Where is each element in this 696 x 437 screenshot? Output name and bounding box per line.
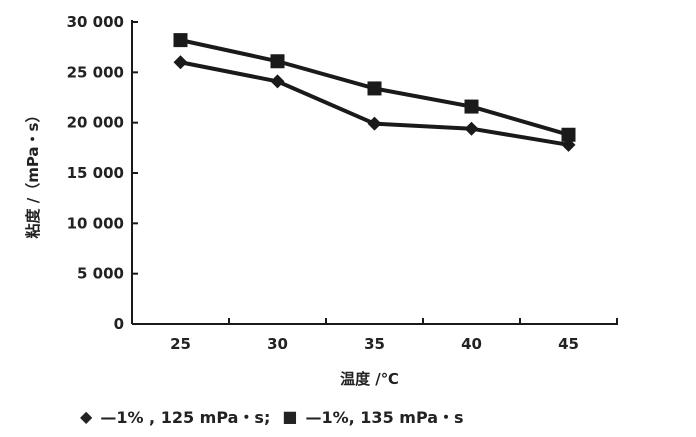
y-tick-label: 25 000: [67, 63, 124, 81]
data-point-diamond: [367, 116, 382, 131]
y-axis-label: 粘度 /（mPa・s）: [24, 108, 42, 239]
legend-item-2: —1%, 135 mPa・s: [305, 408, 464, 427]
y-tick-label: 5 000: [77, 265, 124, 283]
data-point-diamond: [270, 74, 285, 89]
data-point-square: [561, 127, 576, 142]
y-tick-label: 0: [114, 315, 124, 333]
legend: ◆ —1% , 125 mPa・s; ■ —1%, 135 mPa・s: [80, 404, 464, 428]
x-tick-label: 40: [461, 335, 482, 353]
y-tick-label: 10 000: [67, 214, 124, 232]
y-tick-label: 15 000: [67, 164, 124, 182]
x-axis-label: 温度 /℃: [340, 370, 399, 388]
square-marker-icon: ■: [282, 406, 298, 426]
data-point-diamond: [464, 121, 479, 136]
x-tick-label: 25: [170, 335, 191, 353]
y-tick-label: 30 000: [67, 13, 124, 31]
x-tick-label: 30: [267, 335, 288, 353]
legend-item-1: —1% , 125 mPa・s;: [100, 408, 271, 427]
data-point-square: [367, 81, 382, 96]
diamond-marker-icon: ◆: [80, 406, 93, 426]
data-point-diamond: [173, 55, 188, 70]
viscosity-chart: 0 5 000 10 000 15 000 20 000 25 000 30 000 25 30…: [24, 13, 618, 388]
data-point-square: [173, 33, 188, 48]
x-tick-label: 35: [364, 335, 385, 353]
y-tick-label: 20 000: [67, 114, 124, 132]
data-point-square: [270, 54, 285, 69]
series-line-1: [180, 60, 569, 147]
data-point-square: [464, 99, 479, 114]
x-tick-label: 45: [558, 335, 579, 353]
